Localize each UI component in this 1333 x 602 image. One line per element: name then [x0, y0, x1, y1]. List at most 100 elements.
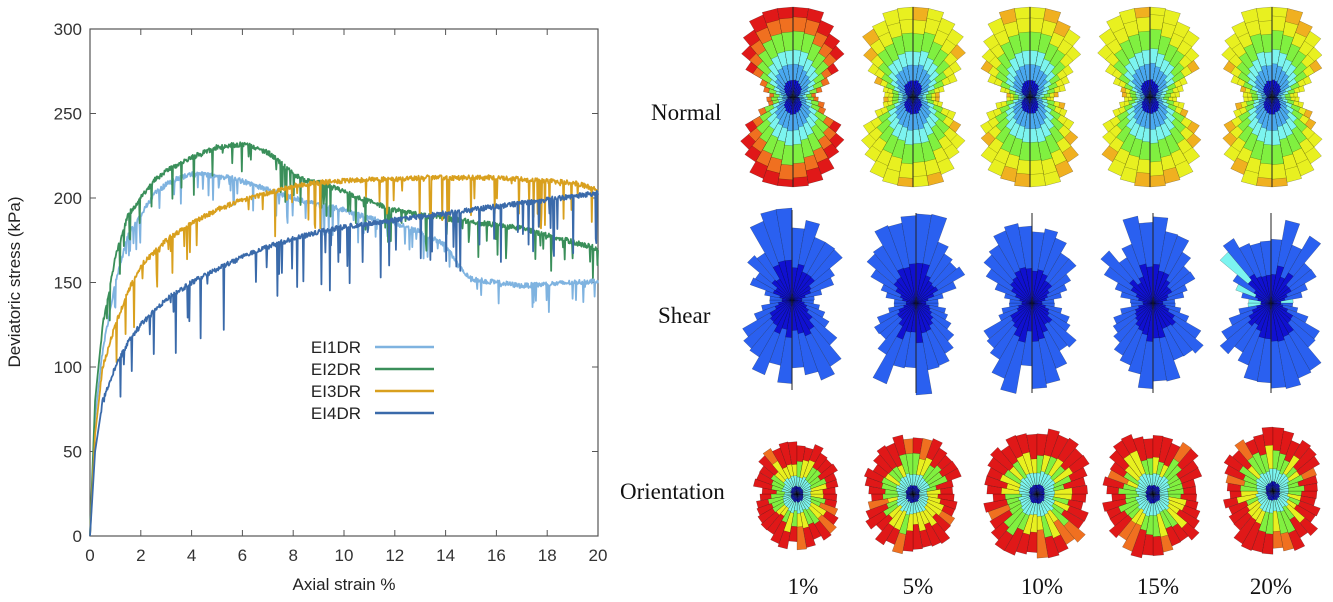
rose-sector: [1272, 490, 1279, 501]
plot-frame: [89, 28, 599, 537]
rose-sector: [771, 279, 793, 301]
rose-sector: [1033, 493, 1038, 504]
rose-sector: [1145, 490, 1154, 495]
rose-sector: [1029, 87, 1040, 98]
rose-sector: [915, 298, 929, 304]
y-tick-label: 100: [54, 358, 82, 377]
y-tick-label: 150: [54, 274, 82, 293]
rose-sector: [905, 491, 914, 495]
rose-diagram-grid: Normal Shear Orientation 1% 5% 10% 15% 2…: [620, 6, 1323, 599]
rose-sector: [1029, 488, 1038, 495]
rose-sector: [792, 96, 799, 113]
rose-sector: [1139, 263, 1154, 304]
rose-sector: [896, 276, 917, 304]
y-tick-label: 50: [63, 443, 82, 462]
rose-sector: [1272, 483, 1278, 492]
rose-sector: [791, 295, 815, 301]
rose-sector: [1272, 490, 1277, 501]
stress-strain-chart: 0 50 100 150 200 250 300 0 2 4 6 8 10 12 14 16 18 20 Axi…: [5, 20, 607, 594]
y-tick-label: 200: [54, 189, 82, 208]
rose-sector: [791, 299, 805, 335]
rose-sector: [1145, 491, 1154, 495]
y-tick-label: 250: [54, 105, 82, 124]
rose-sector: [912, 491, 920, 495]
rose-sector: [1271, 96, 1282, 107]
rose-sector: [1135, 293, 1154, 304]
rose-sector: [1144, 80, 1151, 98]
rose-sector: [899, 302, 917, 320]
rose-sector: [908, 493, 914, 502]
rose-sector: [1130, 286, 1154, 304]
x-tick-label: 20: [589, 546, 608, 565]
rose-sector: [772, 264, 793, 301]
rose-sector: [905, 493, 914, 497]
rose-sector: [772, 289, 793, 301]
rose-sector: [903, 87, 914, 98]
rose-sector: [791, 486, 798, 495]
rose-sector: [1134, 302, 1154, 317]
rose-sector: [1029, 493, 1038, 499]
x-axis-title: Axial strain %: [293, 575, 396, 594]
rose-sector: [1149, 95, 1156, 98]
col-label-10: 10%: [1021, 574, 1063, 599]
rose-sector: [1149, 87, 1160, 98]
y-tick-label: 0: [73, 527, 82, 546]
rose-sector: [1271, 95, 1277, 98]
rose-sector: [1031, 301, 1043, 304]
rose-sector: [796, 490, 804, 495]
rose-sector: [1022, 82, 1031, 98]
rose-sector: [791, 492, 798, 495]
rose-sector: [1149, 96, 1160, 104]
rose-sector: [1036, 491, 1045, 495]
col-label-20: 20%: [1250, 574, 1292, 599]
rose-shear-4: [1219, 213, 1322, 393]
rose-sector: [1152, 302, 1168, 330]
series-line-ei1dr: [89, 171, 599, 537]
rose-sector: [1152, 489, 1161, 495]
rose-sector: [1014, 270, 1033, 304]
rose-sector: [1029, 96, 1039, 112]
rose-sector: [1152, 491, 1169, 495]
x-axis-ticks: 0 2 4 6 8 10 12 14 16 18 20: [85, 29, 607, 565]
rose-shear-0: [742, 207, 843, 390]
rose-sector: [791, 299, 805, 305]
rose-sector: [1270, 302, 1294, 334]
rose-sector: [1254, 302, 1272, 326]
rose-sector: [1138, 302, 1154, 309]
rose-sector: [795, 493, 798, 502]
rose-sector: [912, 492, 920, 495]
rose-sector: [1036, 490, 1056, 495]
rose-sector: [1266, 482, 1274, 492]
rose-sector: [779, 295, 793, 301]
y-axis-title: Deviatoric stress (kPa): [5, 197, 24, 368]
rose-sector: [791, 285, 812, 301]
rose-normal-0: [740, 6, 845, 188]
rose-sector: [790, 493, 798, 498]
rose-sector: [1265, 96, 1273, 100]
rose-sector: [1029, 493, 1038, 500]
rose-sector: [907, 96, 914, 100]
rose-sector: [915, 302, 930, 308]
rose-diagrams: [740, 6, 1323, 559]
rose-sector: [796, 491, 804, 495]
rose-sector: [792, 96, 803, 104]
rose-orientation-4: [1222, 426, 1321, 555]
rose-sector: [1272, 484, 1280, 492]
legend-label: EI4DR: [311, 404, 361, 423]
rose-sector: [781, 299, 793, 330]
legend-label: EI2DR: [311, 360, 361, 379]
rose-sector: [905, 301, 917, 304]
rose-sector: [1029, 84, 1040, 98]
rose-sector: [792, 96, 801, 112]
rose-shear-2: [983, 213, 1077, 394]
rose-orientation-1: [863, 434, 962, 555]
rose-normal-2: [980, 6, 1082, 188]
rose-sector: [1031, 282, 1053, 304]
rose-sector: [769, 299, 793, 323]
x-tick-label: 6: [238, 546, 247, 565]
col-label-15: 15%: [1137, 574, 1179, 599]
rose-sector: [912, 95, 919, 98]
rose-sector: [1272, 485, 1281, 492]
legend-label: EI3DR: [311, 382, 361, 401]
rose-sector: [1020, 96, 1031, 110]
